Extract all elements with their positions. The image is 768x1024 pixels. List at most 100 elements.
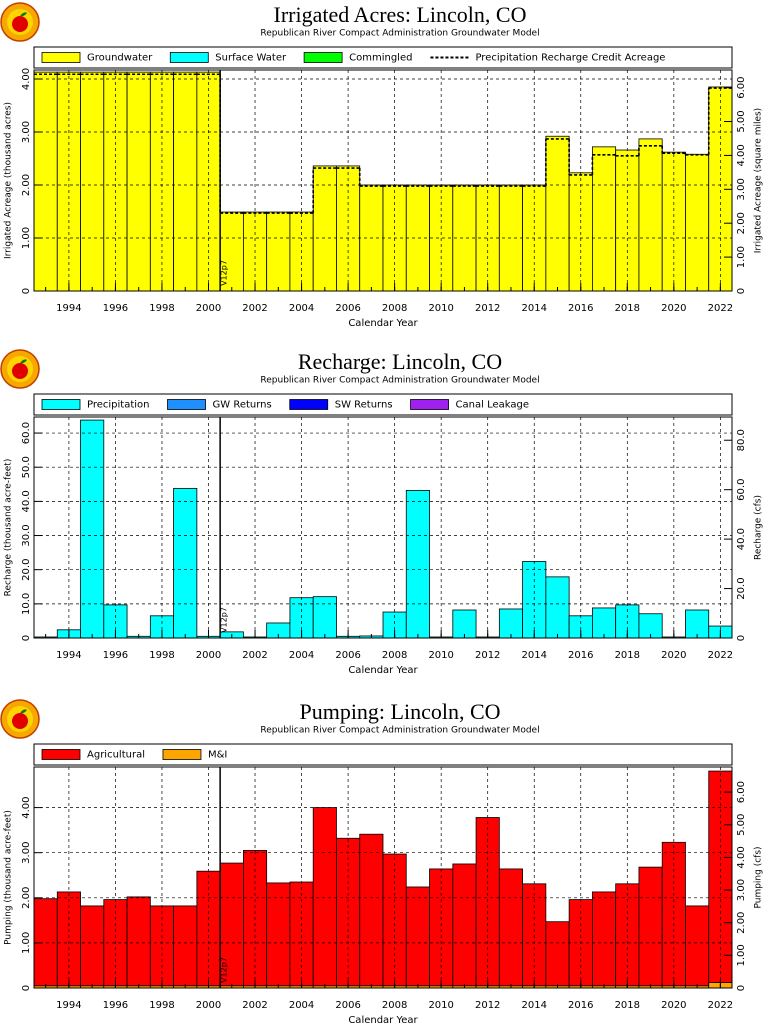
- x-tick-label: 2022: [708, 303, 733, 314]
- legend-label: Canal Leakage: [456, 400, 529, 411]
- legend-box: [33, 393, 733, 416]
- y-tick-label: 0: [21, 635, 32, 641]
- y2-tick-label: 2.00: [736, 912, 747, 934]
- y-tick-label: 3.00: [21, 121, 32, 143]
- legend-swatch: [289, 399, 329, 410]
- y-tick-label: 20.0: [21, 559, 32, 581]
- bar: [592, 891, 617, 987]
- chart-title: Irrigated Acres: Lincoln, CO: [274, 2, 527, 27]
- x-tick-label: 2000: [196, 650, 221, 661]
- y2-tick-label: 40.0: [736, 528, 747, 550]
- x-tick-label: 1998: [149, 650, 174, 661]
- legend-label: Surface Water: [215, 53, 287, 64]
- chart-subtitle: Republican River Compact Administration …: [260, 726, 539, 736]
- x-tick-label: 2006: [335, 1000, 360, 1011]
- y2-tick-label: 4.00: [736, 144, 747, 166]
- x-tick-label: 2016: [568, 303, 593, 314]
- x-axis-label: Calendar Year: [348, 318, 418, 329]
- x-tick-label: 1994: [56, 650, 81, 661]
- y2-axis-label: Recharge (cfs): [754, 495, 764, 560]
- x-tick-label: 2018: [615, 1000, 640, 1011]
- x-tick-label: 2010: [428, 650, 453, 661]
- x-tick-label: 2012: [475, 1000, 500, 1011]
- y2-tick-label: 20.0: [736, 577, 747, 599]
- legend-swatch: [41, 52, 81, 63]
- y-tick-label: 50.0: [21, 456, 32, 478]
- legend-swatch: [41, 399, 81, 410]
- legend-swatch: [167, 399, 206, 410]
- y-tick-label: 1.00: [21, 932, 32, 954]
- y2-tick-label: 0: [736, 635, 747, 641]
- plot-frame: [33, 416, 733, 639]
- y-tick-label: 60.0: [21, 422, 32, 444]
- y2-tick-label: 3.00: [736, 178, 747, 200]
- bar: [312, 807, 337, 987]
- legend-label: Commingled: [349, 53, 412, 64]
- y-tick-label: 40.0: [21, 490, 32, 512]
- legend-box: [33, 743, 733, 766]
- bar: [266, 882, 291, 987]
- bar: [126, 71, 151, 292]
- bar: [498, 868, 524, 987]
- y2-tick-label: 6.00: [736, 76, 747, 98]
- x-tick-label: 2006: [335, 650, 360, 661]
- legend-swatch: [169, 52, 209, 63]
- plot-area: [34, 417, 732, 638]
- legend-swatch: [410, 399, 449, 410]
- x-tick-label: 2010: [428, 303, 453, 314]
- version-label: V12p7: [220, 260, 229, 286]
- x-tick-label: 2002: [242, 303, 267, 314]
- bar: [545, 135, 570, 292]
- bar: [685, 905, 710, 987]
- legend-label: Precipitation Recharge Credit Acreage: [475, 53, 665, 64]
- x-tick-label: 2008: [382, 303, 407, 314]
- bar: [545, 576, 570, 639]
- y-tick-label: 0: [21, 288, 32, 294]
- bar: [33, 71, 58, 292]
- y-axis-label: Recharge (thousand acre-feet): [4, 459, 14, 597]
- x-axis-label: Calendar Year: [348, 665, 418, 676]
- bar: [405, 490, 430, 639]
- y2-tick-label: 60.0: [736, 479, 747, 501]
- y-tick-label: 3.00: [21, 842, 32, 864]
- x-tick-label: 2014: [522, 1000, 547, 1011]
- x-tick-label: 2000: [196, 303, 221, 314]
- x-tick-label: 1996: [103, 303, 128, 314]
- x-tick-label: 2014: [522, 303, 547, 314]
- y-tick-label: 10.0: [21, 593, 32, 615]
- y-tick-label: 1.00: [21, 227, 32, 249]
- version-label: V12p7: [220, 957, 229, 983]
- x-tick-label: 2020: [661, 303, 686, 314]
- x-tick-label: 2014: [522, 650, 547, 661]
- logo-leaf: [20, 12, 27, 17]
- x-tick-label: 1998: [149, 303, 174, 314]
- bar: [452, 863, 477, 987]
- x-tick-label: 2002: [242, 1000, 267, 1011]
- x-tick-label: 2010: [428, 1000, 453, 1011]
- y2-tick-label: 0: [736, 985, 747, 991]
- bar: [405, 886, 430, 987]
- x-tick-label: 2018: [615, 650, 640, 661]
- bar: [592, 607, 617, 639]
- bar: [592, 146, 617, 292]
- x-tick-label: 2000: [196, 1000, 221, 1011]
- bar: [312, 596, 337, 639]
- bar: [80, 419, 105, 639]
- chart-title: Recharge: Lincoln, CO: [298, 349, 502, 374]
- y-tick-label: 2.00: [21, 887, 32, 909]
- y2-axis-label: Pumping (cfs): [754, 846, 764, 908]
- chart-title: Pumping: Lincoln, CO: [299, 699, 500, 724]
- legend-swatch: [41, 749, 81, 760]
- y2-tick-label: 0: [736, 288, 747, 294]
- y-tick-label: 4.00: [21, 796, 32, 818]
- x-tick-label: 1996: [103, 1000, 128, 1011]
- y-tick-label: 30.0: [21, 524, 32, 546]
- bar: [126, 896, 151, 987]
- x-tick-label: 2012: [475, 650, 500, 661]
- bar: [173, 487, 198, 639]
- y-tick-label: 4.00: [21, 68, 32, 90]
- legend-label: GW Returns: [213, 400, 272, 411]
- plot-frame: [33, 69, 733, 292]
- bar: [80, 71, 105, 292]
